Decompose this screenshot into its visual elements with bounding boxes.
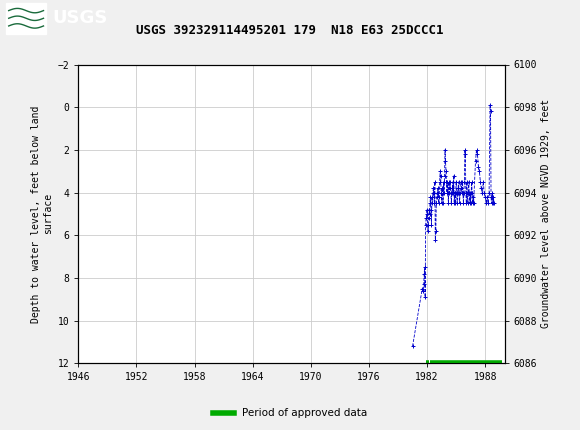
Legend: Period of approved data: Period of approved data [209, 404, 371, 423]
Y-axis label: Depth to water level, feet below land
surface: Depth to water level, feet below land su… [31, 105, 53, 322]
Y-axis label: Groundwater level above NGVD 1929, feet: Groundwater level above NGVD 1929, feet [541, 99, 552, 329]
Text: USGS 392329114495201 179  N18 E63 25DCCC1: USGS 392329114495201 179 N18 E63 25DCCC1 [136, 24, 444, 37]
FancyBboxPatch shape [6, 3, 46, 34]
Text: USGS: USGS [52, 9, 107, 27]
